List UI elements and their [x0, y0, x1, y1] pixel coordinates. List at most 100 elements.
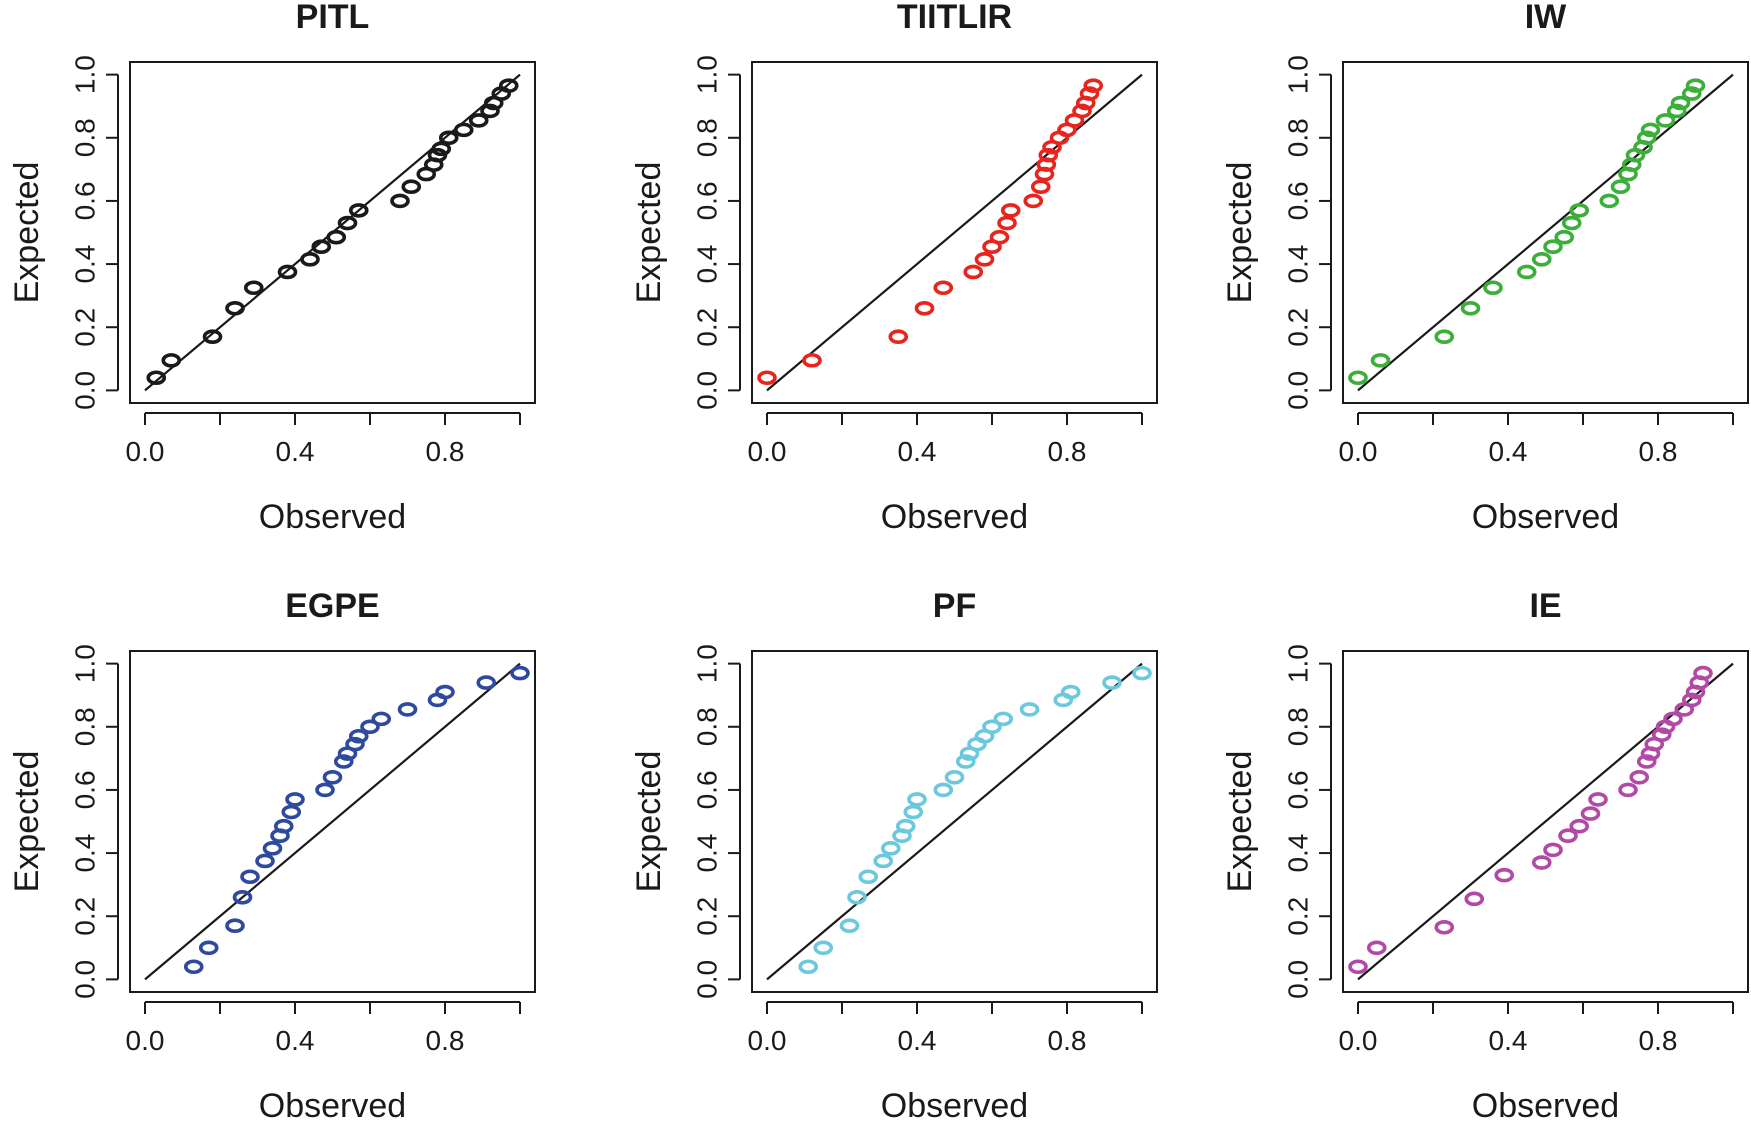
data-point	[1531, 252, 1552, 267]
y-tick-label: 0.6	[692, 770, 723, 809]
x-tick-label: 0.8	[1639, 1025, 1678, 1056]
data-point	[360, 719, 380, 735]
plot-frame	[751, 650, 1158, 993]
x-tick-label: 0.4	[898, 1025, 937, 1056]
data-point	[802, 353, 822, 368]
x-tick-label: 0.0	[126, 1025, 165, 1056]
data-point	[1636, 130, 1657, 146]
data-point	[873, 853, 894, 869]
x-tick-label: 0.0	[1339, 436, 1378, 467]
y-tick-label: 0.8	[1283, 118, 1314, 157]
y-tick-label: 0.2	[1283, 308, 1314, 347]
plot-frame	[1342, 61, 1749, 404]
data-point	[348, 728, 369, 744]
data-point	[895, 818, 916, 834]
y-tick-label: 1.0	[70, 644, 101, 683]
data-point	[1370, 353, 1391, 368]
reference-line	[766, 662, 1143, 981]
panel-title: TIITLIR	[897, 0, 1012, 36]
panel-iw: IW 0.0 0.4 0.8 0.0 0.2 0.4 0.6 0.8 1.0 Observed Exp…	[1221, 0, 1749, 536]
y-tick-label: 0.0	[692, 371, 723, 410]
y-tick-label: 0.2	[692, 897, 723, 936]
data-point	[345, 736, 365, 752]
y-tick-label: 0.4	[1283, 834, 1314, 873]
y-tick-label: 0.0	[70, 371, 101, 410]
y-tick-label: 0.2	[70, 897, 101, 936]
y-axis-label: Expected	[630, 162, 668, 304]
data-point	[315, 782, 335, 798]
y-tick-label: 0.8	[1283, 707, 1314, 746]
y-tick-label: 0.0	[70, 960, 101, 999]
plot-frame	[129, 61, 536, 404]
data-point	[847, 889, 867, 905]
data-point	[1019, 702, 1040, 717]
plot-frame	[1342, 650, 1749, 993]
y-tick-label: 1.0	[1283, 55, 1314, 94]
data-point	[468, 113, 489, 128]
data-point	[1366, 940, 1387, 956]
x-tick-label: 0.0	[748, 436, 787, 467]
y-axis-label: Expected	[8, 162, 46, 304]
x-tick-label: 0.4	[1489, 436, 1528, 467]
data-point	[914, 300, 935, 316]
data-point	[183, 959, 204, 975]
data-point	[1685, 78, 1706, 93]
y-tick-label: 0.0	[1283, 960, 1314, 999]
data-point	[1558, 828, 1578, 844]
y-tick-label: 0.8	[692, 707, 723, 746]
data-point	[438, 130, 459, 146]
data-point	[888, 329, 909, 344]
data-point	[1460, 300, 1481, 316]
data-point	[1494, 867, 1515, 883]
y-axis-label: Expected	[8, 751, 46, 893]
panel-pf: PF 0.0 0.4 0.8 0.0 0.2 0.4 0.6 0.8 1.0 Observed Exp…	[630, 587, 1158, 1125]
reference-line	[1357, 662, 1734, 981]
x-axis-label: Observed	[881, 498, 1028, 536]
data-point	[997, 215, 1017, 231]
x-tick-label: 0.0	[1339, 1025, 1378, 1056]
x-tick-label: 0.4	[276, 1025, 315, 1056]
y-tick-label: 1.0	[692, 55, 723, 94]
reference-line	[1357, 73, 1734, 392]
data-point	[1666, 103, 1687, 119]
data-point	[225, 918, 245, 933]
data-point	[326, 229, 347, 245]
x-tick-label: 0.4	[276, 436, 315, 467]
data-point	[348, 203, 369, 218]
data-point	[1038, 147, 1059, 163]
panel-title: IE	[1529, 587, 1561, 625]
data-point	[1060, 684, 1081, 700]
data-point	[1000, 203, 1021, 218]
data-point	[1670, 95, 1691, 111]
data-point	[1516, 264, 1537, 280]
data-point	[757, 370, 777, 386]
reference-line	[144, 662, 521, 981]
data-point	[1681, 86, 1702, 101]
y-tick-label: 0.6	[70, 770, 101, 809]
x-tick-label: 0.4	[1489, 1025, 1528, 1056]
panel-tiitlir: TIITLIR 0.0 0.4 0.8 0.0 0.2 0.4 0.6 0.8 1.0 Observ…	[630, 0, 1158, 536]
x-axis-label: Observed	[1472, 1087, 1619, 1125]
data-point	[1483, 280, 1503, 296]
data-point	[255, 853, 275, 869]
reference-line	[766, 73, 1143, 392]
y-axis-label: Expected	[1221, 751, 1259, 893]
data-point	[858, 869, 879, 885]
y-tick-label: 0.4	[692, 245, 723, 284]
data-point	[1618, 782, 1638, 798]
data-point	[1132, 665, 1152, 681]
panel-title: PITL	[296, 0, 370, 36]
data-point	[281, 804, 302, 820]
y-tick-label: 0.2	[1283, 897, 1314, 936]
x-tick-label: 0.0	[748, 1025, 787, 1056]
y-tick-label: 1.0	[692, 644, 723, 683]
panel-egpe: EGPE 0.0 0.4 0.8 0.0 0.2 0.4 0.6 0.8 1.0 Observed E…	[8, 587, 536, 1125]
plot-frame	[129, 650, 536, 993]
data-point	[798, 959, 819, 975]
data-point	[498, 78, 519, 93]
panel-ie: IE 0.0 0.4 0.8 0.0 0.2 0.4 0.6 0.8 1.0 Observed Exp…	[1221, 587, 1749, 1125]
data-point	[243, 280, 264, 296]
x-tick-label: 0.8	[1639, 436, 1678, 467]
y-tick-label: 1.0	[70, 55, 101, 94]
